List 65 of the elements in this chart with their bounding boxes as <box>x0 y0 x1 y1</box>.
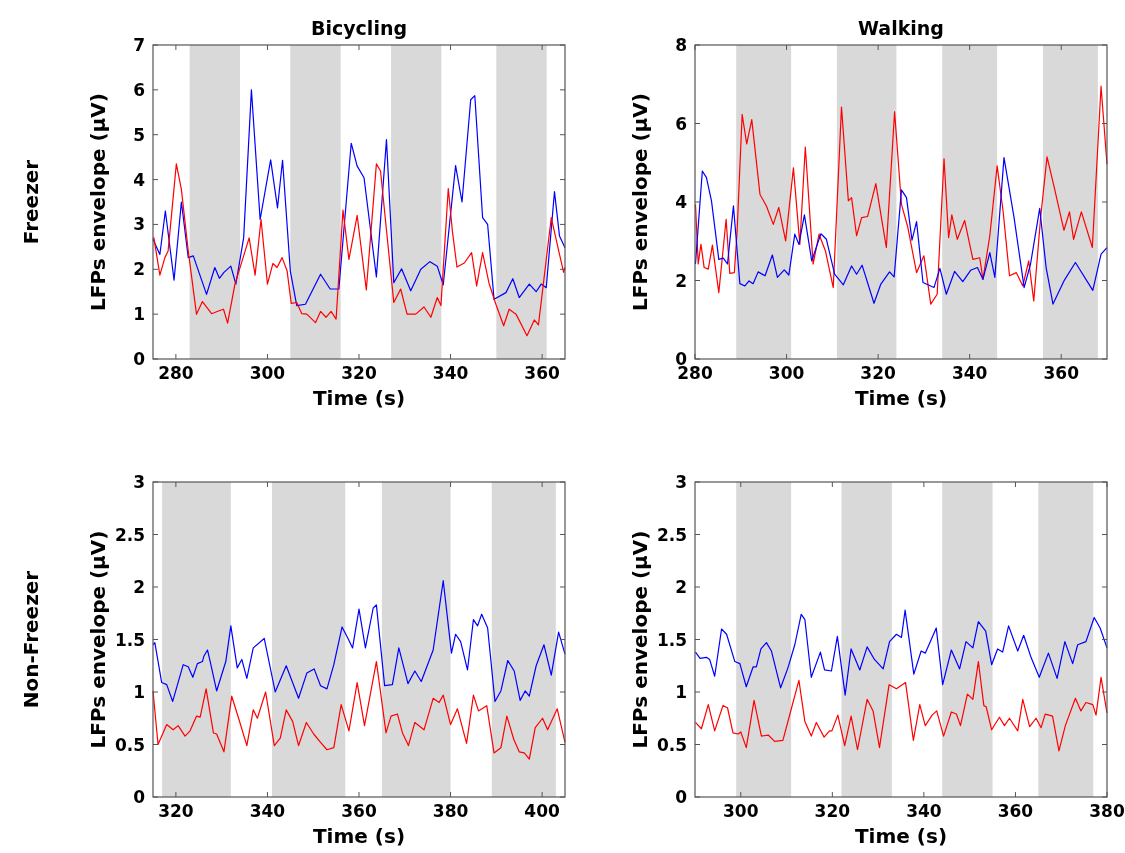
x-tick-label: 320 <box>860 363 897 383</box>
line-series <box>152 89 566 307</box>
x-tick-label: 340 <box>249 801 286 821</box>
y-tick-label: 0 <box>133 787 146 807</box>
x-tick-label: 300 <box>768 363 805 383</box>
line-series <box>694 660 1108 752</box>
y-tick-label: 2.5 <box>656 524 687 545</box>
text: Freezer <box>19 159 43 245</box>
y-tick-label: 2 <box>133 577 145 597</box>
x-tick-label: 380 <box>432 801 469 821</box>
x-tick-label: 360 <box>997 801 1034 821</box>
y-tick-label: 1 <box>675 682 687 702</box>
y-tick-label: 3 <box>675 472 687 492</box>
x-tick-label: 380 <box>1089 801 1125 821</box>
text: Non-Freezer <box>19 570 43 709</box>
y-tick-label: 7 <box>133 35 145 55</box>
y-axis-title: LFPs envelope (µV) <box>86 93 110 311</box>
y-tick-label: 6 <box>133 79 145 100</box>
y-tick-label: 1.5 <box>656 629 687 650</box>
y-tick-label: 1 <box>133 682 145 702</box>
line-series <box>152 163 566 337</box>
x-tick-label: 320 <box>814 801 851 821</box>
x-axis-title: Time (s) <box>312 386 406 410</box>
x-tick-label: 340 <box>906 801 942 821</box>
y-tick-label: 4 <box>675 192 688 212</box>
x-tick-label: 360 <box>1043 363 1080 383</box>
x-tick-label: 320 <box>158 801 194 821</box>
chart-title: Walking <box>858 17 944 39</box>
x-tick-label: 340 <box>951 363 988 383</box>
y-tick-label: 8 <box>675 35 687 55</box>
line-series <box>694 609 1108 696</box>
y-tick-label: 3 <box>133 214 145 235</box>
x-tick-label: 280 <box>158 363 194 383</box>
y-tick-label: 2.5 <box>114 524 145 545</box>
y-axis-title: LFPs envelope (µV) <box>86 530 110 749</box>
y-tick-label: 1 <box>133 304 145 325</box>
x-tick-label: 360 <box>341 801 377 821</box>
x-tick-label: 340 <box>432 363 469 383</box>
y-tick-label: 0.5 <box>656 734 687 755</box>
x-tick-label: 320 <box>341 363 377 383</box>
y-tick-label: 0.5 <box>114 734 145 755</box>
line-series <box>694 85 1108 305</box>
y-axis-title: LFPs envelope (µV) <box>628 93 652 311</box>
x-tick-label: 300 <box>723 801 759 821</box>
x-tick-label: 360 <box>524 363 561 383</box>
x-axis-title: Time (s) <box>312 824 406 848</box>
x-axis-title: Time (s) <box>854 824 948 848</box>
y-tick-label: 1.5 <box>114 629 145 650</box>
y-tick-label: 4 <box>133 169 146 190</box>
y-tick-label: 5 <box>133 124 145 145</box>
line-series <box>152 580 566 703</box>
y-tick-label: 2 <box>675 270 687 291</box>
y-tick-label: 0 <box>133 349 146 369</box>
y-tick-label: 6 <box>675 113 687 134</box>
y-tick-label: 2 <box>675 577 687 597</box>
line-series <box>152 660 566 760</box>
x-tick-label: 300 <box>249 363 286 383</box>
x-axis-title: Time (s) <box>854 386 948 410</box>
y-tick-label: 0 <box>675 787 688 807</box>
line-series <box>694 157 1108 305</box>
y-axis-title: LFPs envelope (µV) <box>628 530 652 749</box>
chart-title: Bicycling <box>310 17 408 39</box>
y-tick-label: 3 <box>133 472 145 492</box>
x-tick-label: 400 <box>524 801 561 821</box>
y-tick-label: 2 <box>133 259 145 280</box>
